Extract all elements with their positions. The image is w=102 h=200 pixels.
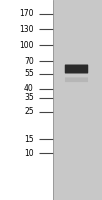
Text: 15: 15 (24, 134, 34, 144)
Text: 40: 40 (24, 84, 34, 93)
FancyBboxPatch shape (65, 64, 88, 73)
Text: 10: 10 (24, 148, 34, 158)
Text: 100: 100 (19, 40, 34, 49)
FancyBboxPatch shape (65, 77, 88, 82)
Text: 25: 25 (24, 108, 34, 116)
Text: 55: 55 (24, 70, 34, 78)
Text: 130: 130 (19, 24, 34, 33)
FancyBboxPatch shape (53, 0, 102, 200)
Text: 170: 170 (19, 9, 34, 19)
Text: 70: 70 (24, 56, 34, 66)
Text: 35: 35 (24, 94, 34, 102)
